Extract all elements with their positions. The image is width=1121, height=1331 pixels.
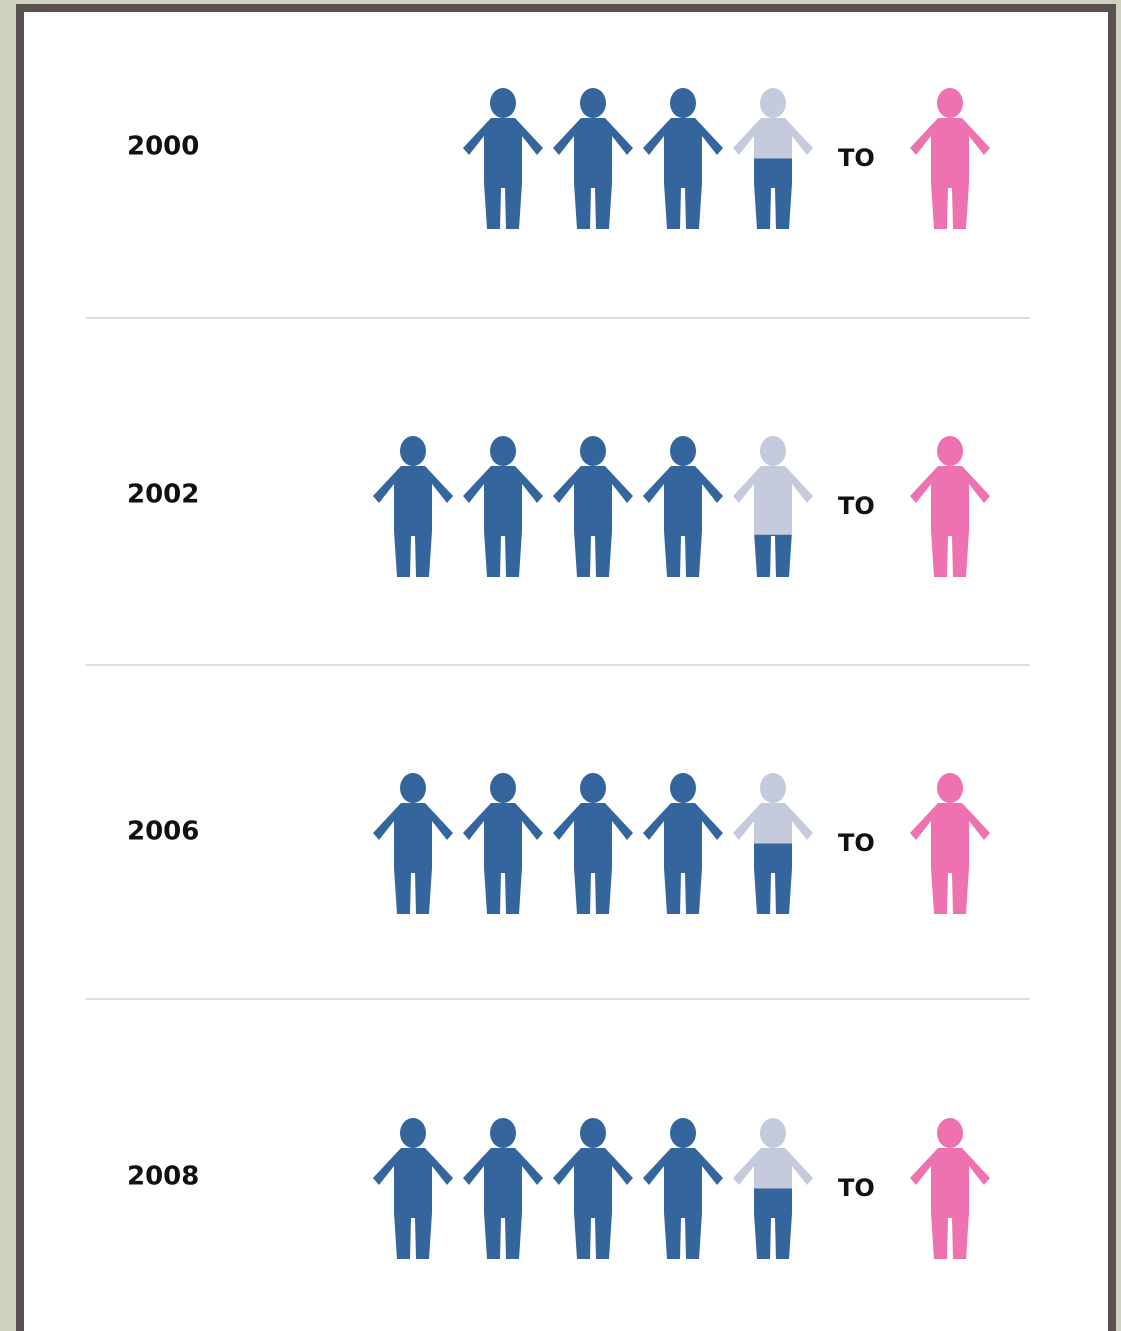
frame <box>16 4 1116 1331</box>
male-figure <box>463 1118 543 1259</box>
male-figure <box>553 1118 633 1259</box>
male-figure <box>373 1118 453 1259</box>
female-figure <box>910 773 990 914</box>
female-figure <box>910 1118 990 1259</box>
male-figure <box>463 436 543 577</box>
year-label: 2000 <box>127 132 199 162</box>
male-figure <box>373 773 453 914</box>
male-figure <box>643 436 723 577</box>
connector-label: TO <box>838 1174 875 1202</box>
male-figure <box>553 88 633 229</box>
year-label: 2006 <box>127 817 199 847</box>
male-figure <box>553 773 633 914</box>
male-figure <box>553 436 633 577</box>
male-figure <box>373 436 453 577</box>
male-figure <box>643 773 723 914</box>
male-figure <box>733 1118 813 1259</box>
male-figure <box>463 88 543 229</box>
male-figure <box>733 88 813 229</box>
connector-label: TO <box>838 829 875 857</box>
male-figure <box>733 773 813 914</box>
male-figure <box>733 436 813 577</box>
female-figure <box>910 436 990 577</box>
male-figure <box>463 773 543 914</box>
connector-label: TO <box>838 492 875 520</box>
female-figure <box>910 88 990 229</box>
connector-label: TO <box>838 144 875 172</box>
year-label: 2002 <box>127 480 199 510</box>
male-figure <box>643 1118 723 1259</box>
male-figure <box>643 88 723 229</box>
year-label: 2008 <box>127 1162 199 1192</box>
